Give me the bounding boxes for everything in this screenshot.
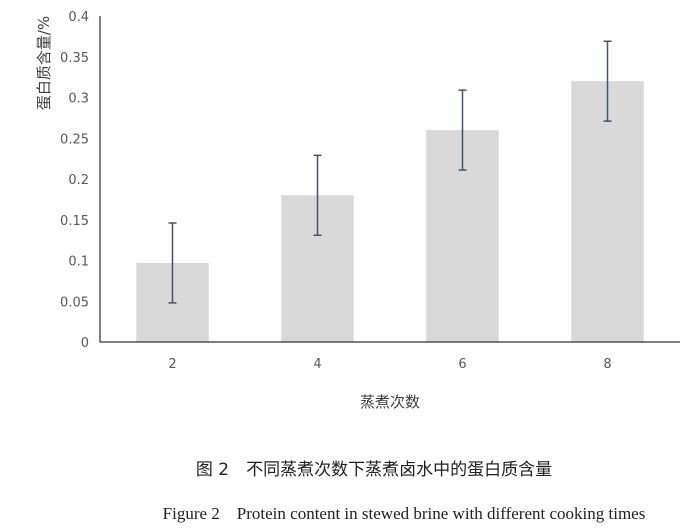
x-axis-title: 蒸煮次数 [360, 393, 420, 411]
error-bar [603, 40, 612, 122]
y-axis-ticks: 0 0.05 0.1 0.15 0.2 0.25 0.3 0.35 0.4 [60, 10, 89, 351]
figure-caption-english: Figure 2 Protein content in stewed brine… [162, 504, 646, 523]
error-bars [168, 40, 612, 304]
error-bar [458, 89, 467, 171]
y-tick-label: 0 [81, 336, 89, 351]
y-tick-label: 0.35 [60, 51, 89, 66]
figure-caption-chinese: 图 2 不同蒸煮次数下蒸煮卤水中的蛋白质含量 [195, 460, 553, 480]
error-bar [313, 154, 322, 236]
y-tick-label: 0.1 [68, 255, 89, 270]
x-tick-label: 8 [603, 357, 611, 372]
y-tick-label: 0.2 [68, 173, 89, 188]
bar [571, 81, 644, 342]
x-axis-ticks: 2 4 6 8 [168, 357, 611, 372]
y-tick-label: 0.15 [60, 214, 89, 229]
y-tick-label: 0.25 [60, 132, 89, 147]
error-bar [168, 222, 177, 304]
y-tick-label: 0.4 [68, 10, 89, 25]
y-tick-label: 0.05 [60, 295, 89, 310]
x-tick-label: 6 [458, 357, 466, 372]
bars [136, 81, 644, 342]
y-axis-title: 蛋白质含量/% [35, 16, 53, 110]
x-tick-label: 4 [313, 357, 321, 372]
x-tick-label: 2 [168, 357, 176, 372]
y-tick-label: 0.3 [68, 92, 89, 107]
